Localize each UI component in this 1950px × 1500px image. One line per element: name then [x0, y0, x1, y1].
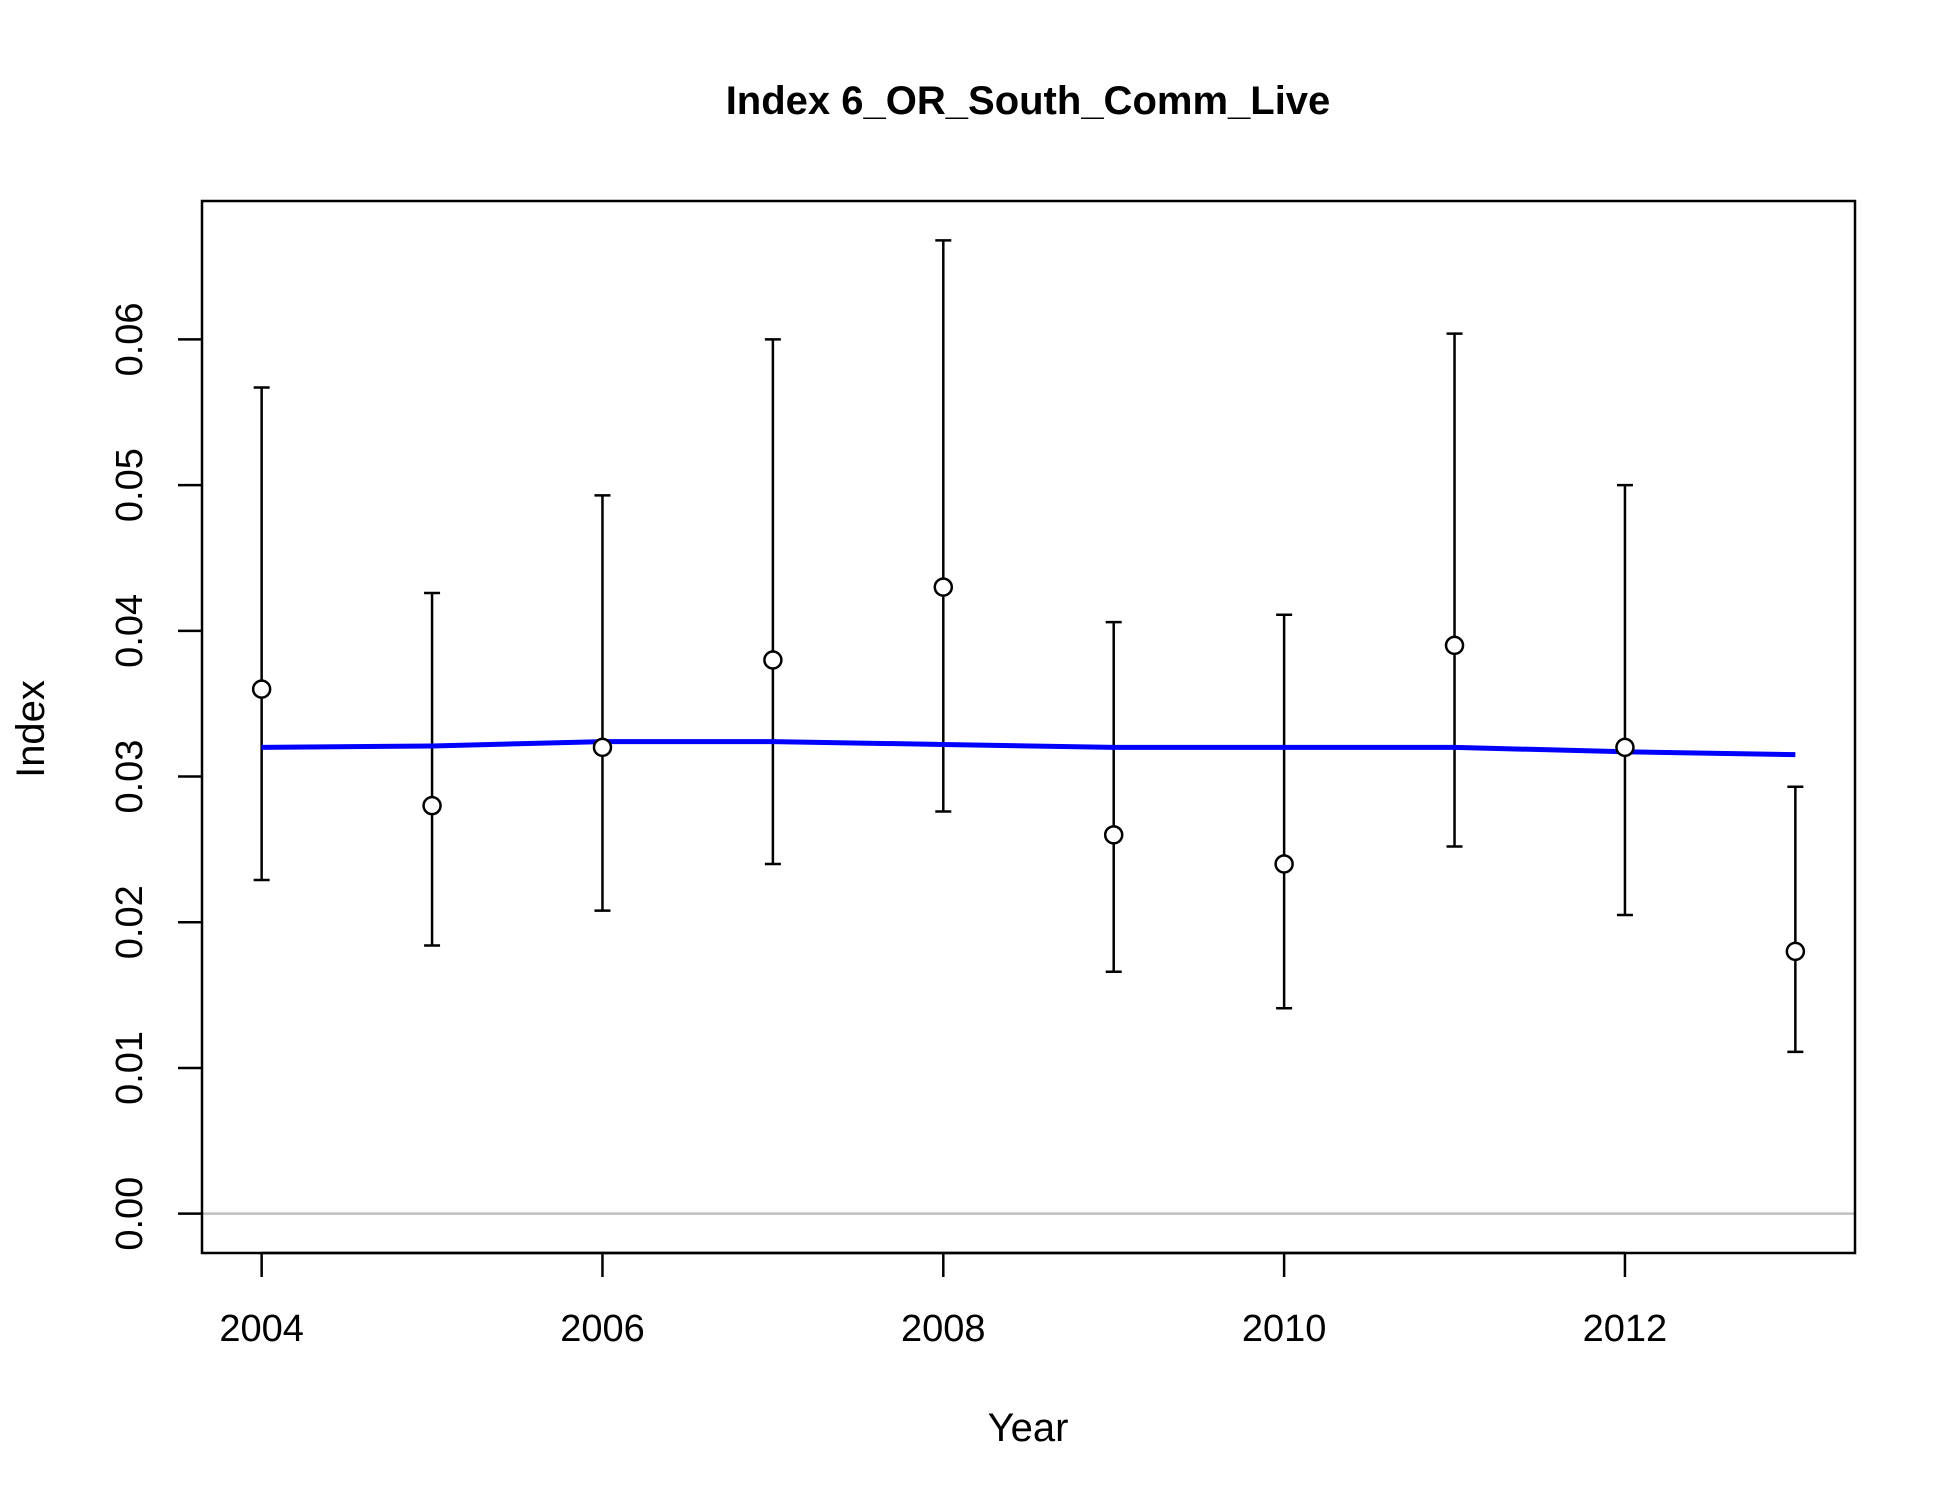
- x-tick-label-2: 2008: [901, 1308, 986, 1350]
- y-tick-label-3: 0.03: [109, 740, 151, 814]
- x-tick-label-1: 2006: [560, 1308, 645, 1350]
- y-axis-label: Index: [9, 680, 53, 778]
- error-bar-2009: [1105, 620, 1122, 974]
- x-tick-label-0: 2004: [219, 1308, 304, 1350]
- error-bar-2007: [764, 338, 781, 866]
- data-point-2008: [933, 577, 954, 597]
- y-tick-label-4: 0.04: [109, 594, 151, 668]
- y-tick-label-2: 0.02: [109, 885, 151, 959]
- y-tick-label-5: 0.05: [109, 448, 151, 522]
- data-point-2009: [1103, 825, 1124, 845]
- error-bar-2004: [253, 386, 270, 882]
- data-point-2004: [251, 679, 272, 699]
- data-point-2012: [1615, 737, 1635, 758]
- x-tick-label-4: 2012: [1583, 1308, 1668, 1350]
- y-tick-label-1: 0.01: [109, 1031, 151, 1105]
- fit-line: [261, 739, 1796, 758]
- chart-title: Index 6_OR_South_Comm_Live: [726, 79, 1331, 123]
- data-point-2011: [1444, 635, 1465, 656]
- error-bar-2010: [1276, 613, 1293, 1010]
- error-bar-2013: [1787, 785, 1804, 1054]
- x-tick-label-3: 2010: [1242, 1308, 1327, 1350]
- error-bar-2006: [594, 494, 611, 912]
- error-bar-2005: [424, 591, 441, 947]
- y-tick-label-0: 0.00: [109, 1177, 151, 1251]
- error-bar-2008: [935, 239, 952, 813]
- data-point-2006: [592, 737, 613, 758]
- y-tick-label-6: 0.06: [109, 302, 151, 376]
- data-point-2010: [1274, 854, 1294, 874]
- data-point-2007: [763, 650, 783, 670]
- data-point-2005: [422, 795, 442, 816]
- x-axis-label: Year: [988, 1406, 1069, 1450]
- plot-frame: [200, 199, 1857, 1255]
- error-bar-2012: [1616, 483, 1633, 917]
- plot-area: 2004 2006 2008 2010 2012 0.00 0.01 0.02 0.03 0.04…: [109, 239, 1855, 1350]
- error-bar-2011: [1446, 332, 1463, 848]
- data-point-2013: [1785, 941, 1806, 962]
